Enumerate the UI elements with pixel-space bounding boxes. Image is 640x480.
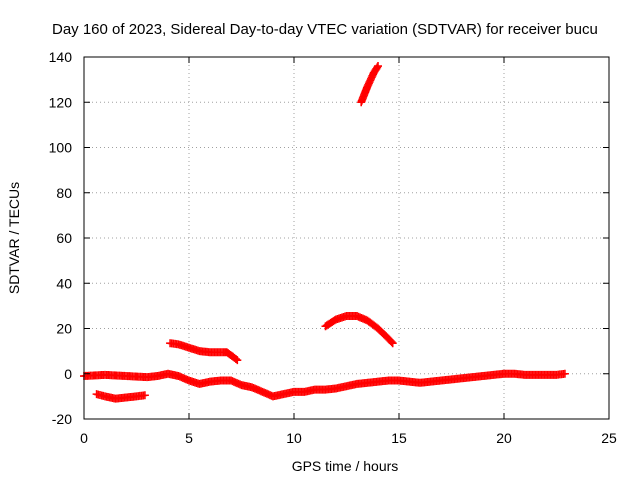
- gridlines: [84, 57, 609, 419]
- y-tick-label: 140: [49, 49, 73, 65]
- data-point: [140, 391, 149, 400]
- x-tick-label: 0: [80, 430, 88, 446]
- x-tick-label: 15: [391, 430, 407, 446]
- series-track-baseline: [80, 369, 569, 401]
- data-point: [387, 338, 396, 347]
- series-track-morning: [166, 339, 242, 365]
- data-points: [80, 62, 569, 403]
- y-tick-label: 40: [56, 275, 72, 291]
- y-tick-label: 20: [56, 321, 72, 337]
- data-point: [233, 356, 242, 365]
- data-point: [231, 355, 240, 364]
- y-tick-label: 100: [49, 140, 73, 156]
- y-tick-label: 60: [56, 230, 72, 246]
- data-point: [388, 339, 397, 348]
- x-axis-label: GPS time / hours: [292, 458, 399, 474]
- y-tick-label: 0: [64, 366, 72, 382]
- x-tick-label: 10: [286, 430, 302, 446]
- chart-title: Day 160 of 2023, Sidereal Day-to-day VTE…: [52, 21, 598, 38]
- y-tick-label: -20: [52, 411, 72, 427]
- x-tick-label: 5: [185, 430, 193, 446]
- series-track-low: [92, 390, 149, 403]
- data-point: [374, 62, 382, 71]
- axis-ticks: 0 5 10 15 20 25 -20 0 20 40 60 80 100 120 140: [49, 49, 617, 446]
- series-track-spike: [357, 62, 382, 107]
- data-point: [560, 369, 569, 378]
- y-tick-label: 80: [56, 185, 72, 201]
- x-tick-label: 20: [496, 430, 512, 446]
- x-tick-label: 25: [601, 430, 617, 446]
- y-tick-label: 120: [49, 94, 73, 110]
- data-point: [373, 63, 382, 72]
- y-axis-label: SDTVAR / TECUs: [6, 182, 22, 294]
- series-track-arc: [321, 312, 397, 348]
